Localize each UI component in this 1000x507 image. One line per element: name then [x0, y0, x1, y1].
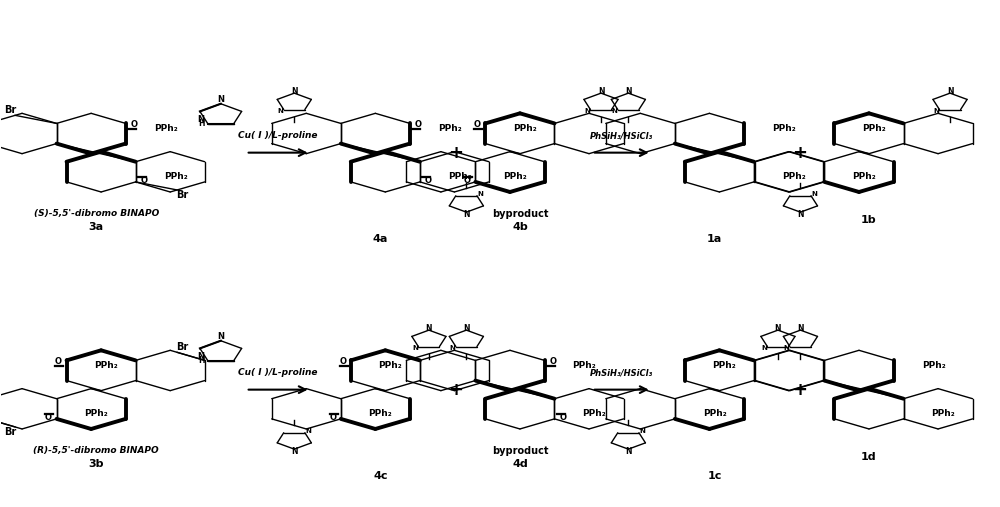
Text: PPh₂: PPh₂	[154, 124, 178, 133]
Text: O: O	[464, 176, 471, 186]
Text: 4a: 4a	[373, 234, 388, 244]
Text: PPh₂: PPh₂	[448, 172, 472, 182]
Text: N: N	[277, 108, 283, 114]
Text: +: +	[792, 381, 807, 399]
Text: PPh₂: PPh₂	[438, 124, 462, 133]
Text: N: N	[449, 345, 455, 351]
Text: PPh₂: PPh₂	[782, 172, 806, 182]
Text: N: N	[291, 87, 298, 96]
Text: N: N	[797, 323, 804, 333]
Text: Cu( I )/L-proline: Cu( I )/L-proline	[238, 131, 318, 140]
Text: 1a: 1a	[707, 234, 722, 244]
Text: N: N	[426, 323, 432, 333]
Text: N: N	[598, 87, 604, 96]
Text: O: O	[329, 413, 336, 422]
Text: O: O	[55, 357, 62, 366]
Text: PPh₂: PPh₂	[379, 361, 402, 370]
Text: 1c: 1c	[707, 471, 722, 481]
Text: N: N	[947, 87, 953, 96]
Text: 4d: 4d	[512, 459, 528, 469]
Text: 4c: 4c	[373, 471, 388, 481]
Text: N: N	[291, 447, 298, 456]
Text: N: N	[463, 323, 470, 333]
Text: H: H	[198, 355, 204, 365]
Text: (S)-5,5'-dibromo BINAPO: (S)-5,5'-dibromo BINAPO	[34, 209, 159, 219]
Text: +: +	[448, 143, 463, 162]
Text: PPh₂: PPh₂	[772, 124, 796, 133]
Text: 4b: 4b	[512, 223, 528, 232]
Text: Br: Br	[4, 427, 16, 437]
Text: +: +	[792, 143, 807, 162]
Text: N: N	[217, 332, 224, 341]
Text: (R)-5,5'-dibromo BINAPO: (R)-5,5'-dibromo BINAPO	[33, 447, 159, 455]
Text: N: N	[639, 428, 645, 434]
Text: PhSiH₃/HSiCl₃: PhSiH₃/HSiCl₃	[590, 368, 653, 377]
Text: Br: Br	[176, 342, 188, 352]
Text: PPh₂: PPh₂	[862, 124, 886, 133]
Text: N: N	[463, 210, 470, 219]
Text: O: O	[474, 120, 481, 129]
Text: H: H	[198, 119, 204, 128]
Text: N: N	[305, 428, 311, 434]
Text: PhSiH₃/HSiCl₃: PhSiH₃/HSiCl₃	[590, 131, 653, 140]
Text: 3b: 3b	[88, 459, 104, 469]
Text: N: N	[784, 345, 789, 351]
Text: PPh₂: PPh₂	[852, 172, 876, 182]
Text: PPh₂: PPh₂	[84, 409, 108, 418]
Text: N: N	[584, 108, 590, 114]
Text: O: O	[549, 357, 556, 366]
Text: 3a: 3a	[89, 223, 104, 232]
Text: N: N	[933, 108, 939, 114]
Text: PPh₂: PPh₂	[713, 361, 736, 370]
Text: N: N	[625, 447, 632, 456]
Text: N: N	[761, 345, 767, 351]
Text: Br: Br	[176, 190, 188, 200]
Text: N: N	[811, 191, 817, 197]
Text: N: N	[625, 87, 632, 96]
Text: O: O	[140, 176, 147, 186]
Text: O: O	[45, 413, 52, 422]
Text: PPh₂: PPh₂	[573, 361, 596, 370]
Text: N: N	[412, 345, 418, 351]
Text: PPh₂: PPh₂	[369, 409, 392, 418]
Text: N: N	[611, 108, 617, 114]
Text: N: N	[198, 115, 205, 124]
Text: N: N	[198, 352, 205, 361]
Text: N: N	[775, 323, 781, 333]
Text: N: N	[217, 95, 224, 104]
Text: PPh₂: PPh₂	[932, 409, 955, 418]
Text: O: O	[415, 120, 422, 129]
Text: O: O	[425, 176, 432, 186]
Text: PPh₂: PPh₂	[503, 172, 527, 182]
Text: Cu( I )/L-proline: Cu( I )/L-proline	[238, 368, 318, 377]
Text: PPh₂: PPh₂	[164, 172, 187, 182]
Text: 1b: 1b	[861, 215, 877, 225]
Text: PPh₂: PPh₂	[94, 361, 118, 370]
Text: Br: Br	[4, 105, 16, 115]
Text: PPh₂: PPh₂	[583, 409, 606, 418]
Text: byproduct: byproduct	[492, 446, 548, 456]
Text: N: N	[797, 210, 804, 219]
Text: PPh₂: PPh₂	[922, 361, 945, 370]
Text: PPh₂: PPh₂	[703, 409, 726, 418]
Text: N: N	[477, 191, 483, 197]
Text: O: O	[559, 413, 566, 422]
Text: +: +	[448, 381, 463, 399]
Text: 1d: 1d	[861, 452, 877, 462]
Text: byproduct: byproduct	[492, 209, 548, 219]
Text: O: O	[339, 357, 346, 366]
Text: O: O	[130, 120, 137, 129]
Text: PPh₂: PPh₂	[513, 124, 537, 133]
